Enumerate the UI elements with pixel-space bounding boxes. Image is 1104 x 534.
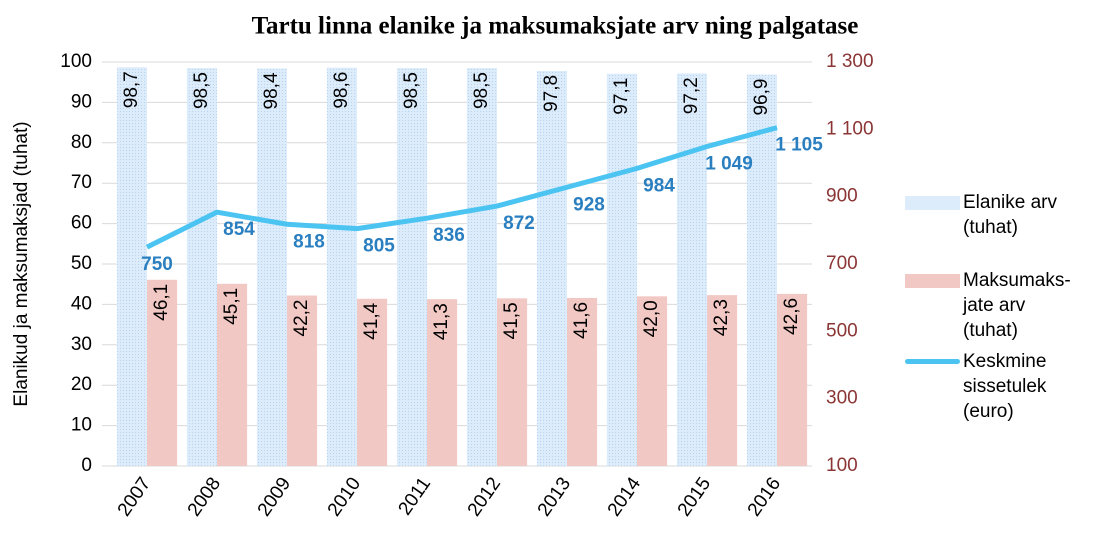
line-value-label: 928 — [573, 194, 605, 215]
line-value-label: 1 049 — [705, 154, 753, 175]
bar — [567, 297, 598, 466]
x-tick-label: 2010 — [324, 474, 365, 521]
legend-item: Keskmine sissetulek (euro) — [905, 349, 1083, 424]
bar — [536, 70, 567, 466]
y-tick-label: 90 — [71, 91, 92, 112]
bar — [637, 296, 668, 466]
bar — [777, 293, 808, 466]
bar-value-label: 42,0 — [641, 300, 662, 337]
bar-value-label: 42,2 — [291, 300, 312, 337]
x-tick-label: 2009 — [254, 474, 295, 521]
line-value-label: 836 — [433, 225, 465, 246]
line-value-label: 984 — [643, 175, 675, 196]
x-tick-label: 2014 — [604, 473, 646, 520]
bar — [396, 68, 427, 466]
bar-value-label: 98,5 — [471, 72, 492, 109]
line-value-label: 854 — [223, 219, 255, 240]
line-value-label: 750 — [141, 254, 173, 275]
line-value-label: 1 105 — [775, 135, 823, 156]
y-tick-label: 60 — [71, 213, 92, 234]
bar — [497, 298, 528, 466]
bar — [746, 74, 777, 467]
legend-swatch — [905, 359, 960, 364]
bar-value-label: 41,3 — [431, 303, 452, 340]
x-tick-label: 2015 — [674, 474, 715, 521]
legend-item: Maksumaks- jate arv (tuhat) — [905, 268, 1083, 343]
line-value-label: 818 — [293, 231, 325, 252]
legend-item: Elanike arv (tuhat) — [905, 190, 1083, 240]
bar — [326, 67, 357, 466]
bar — [676, 73, 707, 466]
bar — [116, 67, 147, 466]
y-tick-label: 100 — [60, 51, 92, 72]
bar-value-label: 42,6 — [781, 298, 802, 335]
bar-value-label: 96,9 — [751, 79, 772, 116]
bar — [466, 68, 497, 466]
bar-value-label: 97,2 — [681, 77, 702, 114]
line-value-label: 805 — [363, 236, 395, 257]
bar-value-label: 98,7 — [121, 71, 142, 108]
x-tick-label: 2007 — [114, 474, 155, 521]
x-tick-label: 2011 — [395, 474, 436, 520]
bar — [147, 279, 178, 466]
line-value-label: 872 — [503, 213, 535, 234]
bar — [186, 68, 217, 466]
legend-label: Maksumaks- jate arv (tuhat) — [963, 270, 1071, 341]
legend-label: Elanike arv (tuhat) — [963, 192, 1057, 238]
legend-label: Keskmine sissetulek (euro) — [963, 351, 1047, 422]
y-tick-label: 20 — [71, 374, 92, 395]
y-tick-label: 10 — [71, 415, 92, 436]
y2-tick-label: 900 — [826, 186, 858, 207]
bar — [606, 73, 637, 466]
y-tick-label: 30 — [71, 334, 92, 355]
y-tick-label: 50 — [71, 253, 92, 274]
x-tick-label: 2012 — [464, 474, 505, 521]
chart-title: Tartu linna elanike ja maksumaksjate arv… — [252, 13, 859, 40]
y2-tick-label: 1 300 — [826, 51, 874, 72]
bar-value-label: 98,6 — [331, 72, 352, 109]
y-tick-label: 70 — [71, 172, 92, 193]
bar — [707, 295, 738, 466]
bar — [256, 68, 287, 467]
y-tick-label: 0 — [81, 455, 92, 476]
x-tick-label: 2016 — [744, 474, 785, 521]
bar-value-label: 97,8 — [541, 75, 562, 112]
bar-value-label: 98,4 — [261, 72, 282, 109]
y2-tick-label: 700 — [826, 253, 858, 274]
x-tick-label: 2013 — [534, 474, 575, 521]
bar-value-label: 41,5 — [501, 302, 522, 339]
bar-value-label: 41,4 — [361, 302, 382, 339]
legend-swatch — [905, 196, 960, 210]
bar-value-label: 41,6 — [571, 302, 592, 339]
bar — [217, 283, 248, 466]
y2-tick-label: 100 — [826, 455, 858, 476]
y-axis-label: Elanikud ja maksumaksjad (tuhat) — [11, 121, 32, 406]
y2-tick-label: 500 — [826, 320, 858, 341]
bar-value-label: 98,5 — [191, 72, 212, 109]
bar — [357, 298, 388, 466]
legend-swatch — [905, 274, 960, 288]
bar-value-label: 97,1 — [611, 78, 632, 115]
y-tick-label: 80 — [71, 132, 92, 153]
bar-value-label: 46,1 — [151, 284, 172, 321]
x-tick-label: 2008 — [184, 474, 225, 521]
bar — [427, 299, 458, 466]
bar — [287, 295, 318, 466]
legend: Elanike arv (tuhat) Maksumaks- jate arv (… — [905, 190, 1104, 436]
y2-tick-label: 300 — [826, 388, 858, 409]
line — [145, 125, 778, 250]
bar-value-label: 45,1 — [221, 288, 242, 325]
y2-tick-label: 1 100 — [826, 118, 874, 139]
bar-value-label: 42,3 — [711, 299, 732, 336]
y-tick-label: 40 — [71, 293, 92, 314]
bar-value-label: 98,5 — [401, 72, 422, 109]
